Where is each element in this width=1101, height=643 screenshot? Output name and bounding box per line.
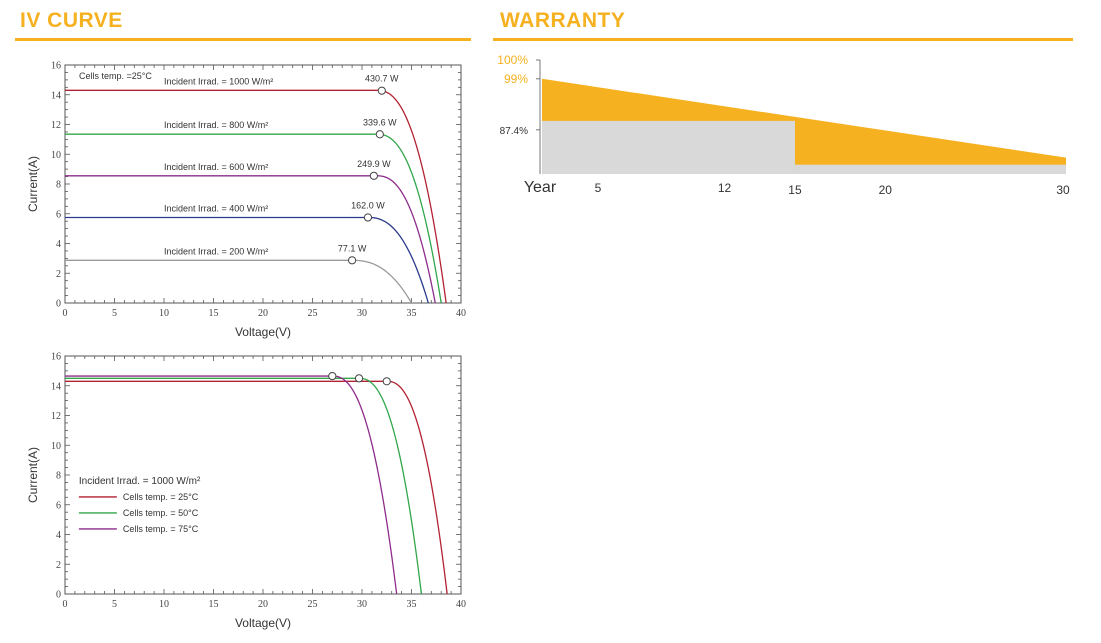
legend-title: Incident Irrad. = 1000 W/m² [79,476,201,487]
y-tick-label: 2 [56,560,61,571]
x-tick-label: 25 [308,599,318,610]
power-label: 430.7 W [365,74,399,84]
y-label-100: 100% [497,53,528,67]
legend-entry: Cells temp. = 25°C [123,492,199,502]
mpp-point [354,374,364,383]
y-tick-label: 0 [56,299,61,310]
series-line [65,375,398,595]
y-tick-label: 16 [51,61,61,72]
mpp-point [375,130,384,139]
legend-entry: Cells temp. = 50°C [123,508,199,518]
temperature-chart: 0 5 10 15 20 25 30 35 40 0 2 4 6 8 10 12 14 16 Voltage(V) C… [26,352,466,631]
y-tick-label: 4 [56,239,61,250]
x-tick-label: 0 [63,599,68,610]
x-tick-label: 25 [308,308,318,319]
x-tick-label: 5 [595,181,602,195]
x-tick-label: 35 [407,308,417,319]
y-tick-label: 2 [56,269,61,280]
y-tick-label: 16 [51,352,61,363]
temp-annotation: Cells temp. =25°C [79,71,152,81]
mpp-point [363,213,373,222]
irradiance-chart: 0 5 10 15 20 25 30 35 40 0 2 4 6 8 10 12 14 16 Voltage(V) C… [26,61,466,340]
y-tick-label: 12 [51,120,61,131]
x-tick-label: 20 [258,308,268,319]
warranty-chart: 100% 99% 87.4% Year 5 12 15 20 30 [497,53,1070,197]
x-axis-label: Voltage(V) [235,325,291,339]
y-tick-label: 10 [51,441,61,452]
y-tick-label: 14 [51,381,61,392]
x-tick-label: 15 [209,308,219,319]
x-tick-label: 40 [456,308,466,319]
series-line [65,175,436,304]
series-line [65,259,413,304]
iv-curve-rule [15,38,471,41]
series-label: Incident Irrad. = 600 W/m² [164,162,268,172]
series-label: Incident Irrad. = 800 W/m² [164,120,268,130]
series-label: Incident Irrad. = 1000 W/m² [164,76,273,86]
y-tick-label: 10 [51,150,61,161]
legend-entry: Cells temp. = 75°C [123,524,199,534]
mpp-point [377,86,386,95]
x-tick-label: 0 [63,308,68,319]
x-tick-label: 40 [456,599,466,610]
mpp-point [328,371,337,381]
x-tick-label: 10 [159,308,169,319]
y-tick-label: 8 [56,471,61,482]
x-tick-label: 35 [407,599,417,610]
series-label: Incident Irrad. = 400 W/m² [164,203,268,213]
y-tick-label: 6 [56,209,61,220]
x-tick-label: 20 [879,183,893,197]
y-tick-label: 14 [51,90,61,101]
product-warranty-area [542,120,795,174]
y-axis-label: Current(A) [26,447,40,503]
y-label-99: 99% [504,72,528,86]
warranty-rule [493,38,1073,41]
mpp-point [348,256,357,265]
x-tick-label: 10 [159,599,169,610]
warranty-title: WARRANTY [500,9,626,32]
post-product-area [794,164,1066,174]
series-label: Incident Irrad. = 200 W/m² [164,246,268,256]
series-line [65,380,448,595]
x-tick-label: 15 [209,599,219,610]
y-tick-label: 12 [51,411,61,422]
x-tick-label: 5 [112,308,117,319]
x-axis-label: Voltage(V) [235,616,291,630]
power-label: 339.6 W [363,117,397,127]
y-tick-label: 8 [56,180,61,191]
year-label: Year [524,179,557,196]
power-label: 77.1 W [338,243,367,253]
power-label: 249.9 W [357,159,391,169]
x-tick-label: 20 [258,599,268,610]
x-tick-label: 30 [1056,183,1070,197]
mpp-point [369,171,378,180]
y-tick-label: 4 [56,530,61,541]
mpp-point [382,377,391,386]
plot-frame [64,64,462,304]
x-tick-label: 15 [788,183,802,197]
power-label: 162.0 W [351,200,385,210]
y-label-874: 87.4% [500,126,528,137]
x-tick-label: 12 [718,181,732,195]
x-tick-label: 30 [357,308,367,319]
y-axis-label: Current(A) [26,156,40,212]
x-tick-label: 5 [112,599,117,610]
y-tick-label: 0 [56,590,61,601]
iv-curve-title: IV CURVE [20,9,123,32]
y-tick-label: 6 [56,500,61,511]
x-tick-label: 30 [357,599,367,610]
